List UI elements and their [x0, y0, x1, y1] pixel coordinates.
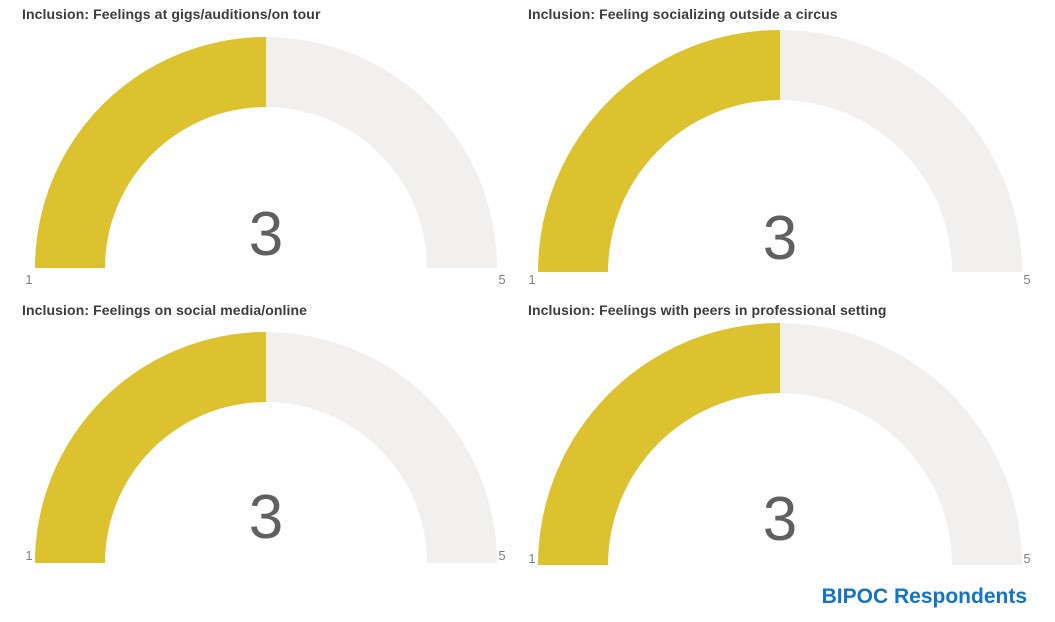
gauge-min-label: 1 [25, 272, 32, 287]
gauge-chart-social-media-online: 3 1 5 [25, 332, 506, 563]
gauge-title: Inclusion: Feelings at gigs/auditions/on… [22, 6, 321, 22]
gauge-value: 3 [763, 485, 797, 554]
gauge-panel-socializing-outside-circus[interactable]: Inclusion: Feeling socializing outside a… [516, 4, 1045, 296]
gauge-min-label: 1 [25, 548, 32, 563]
gauge-value: 3 [763, 204, 797, 273]
gauge-fill-arc [35, 332, 266, 563]
gauge-panel-peers-professional-setting[interactable]: Inclusion: Feelings with peers in profes… [516, 300, 1045, 578]
gauge-fill-arc [35, 37, 266, 268]
gauge-min-label: 1 [528, 272, 535, 287]
gauge-title: Inclusion: Feeling socializing outside a… [528, 6, 838, 22]
gauge-value: 3 [249, 483, 283, 552]
gauge-fill-arc [538, 323, 780, 565]
gauge-max-label: 5 [498, 548, 505, 563]
footer-respondents-label: BIPOC Respondents [821, 585, 1027, 608]
gauge-panel-social-media-online[interactable]: Inclusion: Feelings on social media/onli… [10, 300, 506, 578]
gauge-fill-arc [538, 30, 780, 272]
gauge-title: Inclusion: Feelings on social media/onli… [22, 302, 308, 318]
gauge-value: 3 [249, 200, 283, 269]
gauge-max-label: 5 [1023, 551, 1030, 566]
gauge-title: Inclusion: Feelings with peers in profes… [528, 302, 887, 318]
gauge-panel-gigs-auditions-tour[interactable]: Inclusion: Feelings at gigs/auditions/on… [10, 4, 506, 296]
gauge-chart-peers-professional-setting: 3 1 5 [528, 323, 1031, 566]
gauge-min-label: 1 [528, 551, 535, 566]
gauge-max-label: 5 [1023, 272, 1030, 287]
gauge-chart-socializing-outside-circus: 3 1 5 [528, 30, 1031, 287]
gauge-chart-gigs-auditions-tour: 3 1 5 [25, 37, 506, 287]
gauge-max-label: 5 [498, 272, 505, 287]
